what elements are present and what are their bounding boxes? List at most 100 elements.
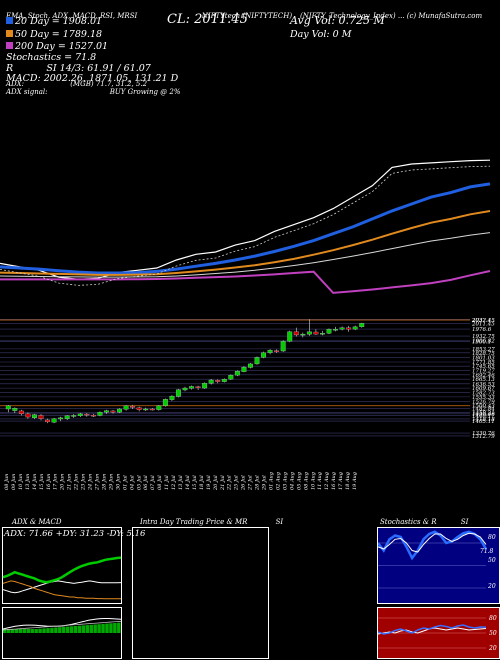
macd-histogram-bar [50, 627, 54, 633]
date-label: 04 Aug [289, 472, 295, 490]
macd-histogram-bar [54, 627, 58, 633]
candle-body [287, 331, 293, 342]
candle-body [195, 386, 201, 388]
adx-title: ADX: [6, 80, 25, 88]
date-label: 15 Jun [39, 474, 45, 490]
date-label: 01 Jul [122, 475, 128, 490]
stoch-scale-20: 20 [488, 583, 496, 590]
price-axis-label: 2037.1 [471, 318, 491, 323]
ema50-label: 50 Day = 1789.18 [6, 29, 102, 40]
date-label: 19 Aug [352, 472, 358, 490]
date-label: 27 Jul [248, 475, 254, 491]
ema50-text: 50 Day = 1789.18 [15, 29, 103, 40]
candle-body [90, 414, 96, 417]
ema200-label: 200 Day = 1527.01 [6, 41, 108, 52]
date-label: 11 Jul [164, 475, 170, 490]
date-label: 15 Jul [192, 475, 198, 490]
rsi-lines [378, 617, 487, 649]
candle-body [117, 408, 122, 413]
ema-line-chart [0, 159, 491, 294]
stoch-si: SI [460, 518, 469, 526]
date-label: 12 Jul [171, 475, 177, 490]
adx-lines [3, 556, 121, 600]
price-axis-label: 1458.21 [472, 411, 495, 417]
ema-series-close [0, 159, 491, 281]
macd-histogram-bar [113, 623, 117, 633]
top-ticker: NIFTYtech (NIFTYTECH) [201, 12, 293, 20]
rsi-line [378, 624, 487, 635]
date-label: 16 Aug [331, 472, 337, 490]
price-axis-label: 1932.75 [472, 334, 495, 340]
candle-body [274, 350, 280, 352]
date-label: 07 Jul [150, 475, 156, 490]
date-label: 17 Aug [338, 472, 344, 490]
macd-histogram-bar [69, 626, 74, 633]
candle-body [346, 327, 352, 330]
macd-histogram-bar [101, 623, 105, 633]
rsi-value: SI 14/3: 61.91 / 61.07 [46, 63, 151, 74]
date-label: 06 Jul [143, 475, 149, 490]
macd-histogram-bar [6, 629, 11, 633]
date-label: 30 Jun [115, 474, 121, 490]
date-label: 03 Aug [282, 472, 288, 490]
candle-body [169, 395, 175, 400]
candle-body [221, 379, 227, 382]
date-label: 10 Aug [310, 472, 316, 490]
candle-body [359, 323, 365, 328]
candle-body [12, 408, 18, 411]
macd-lines [3, 618, 121, 633]
candle-body [110, 410, 116, 413]
date-label: 08 Aug [303, 472, 309, 490]
candle-body [77, 413, 83, 416]
macd-histogram-bar [81, 625, 86, 633]
date-label: 01 Aug [269, 472, 275, 490]
candle-body [18, 410, 24, 414]
date-label: 18 Jul [199, 475, 205, 490]
candle-body [143, 408, 149, 411]
top-ticker-line: EMA, Stoch, ADX, MACD, RSI, MRSI NIFTYte… [6, 12, 292, 20]
date-label: 05 Aug [296, 472, 302, 490]
intraday-panel [132, 527, 269, 659]
macd-histogram-bar [109, 623, 113, 633]
rsi-scale-20: 20 [489, 645, 497, 652]
macd-histogram-bar [30, 629, 34, 633]
macd-histogram-bar [89, 624, 93, 633]
price-axis-label: 1906.82 [472, 338, 495, 344]
candle-body [228, 375, 234, 380]
macd-histogram-bar [93, 624, 97, 633]
adx-panel [2, 527, 122, 604]
date-label: 13 Jun [25, 474, 31, 490]
candle-body [215, 380, 221, 382]
candle-body [320, 333, 325, 335]
ema20-text: 20 Day = 1908.01 [15, 16, 103, 27]
adx-values-text: ADX: 71.66 +DY: 31.23 -DY: 5.16 [4, 529, 146, 539]
candle-body [32, 414, 37, 419]
price-axis-label: 1745.65 [472, 364, 495, 370]
macd-histogram-bar [97, 624, 101, 633]
price-axis-label: 1450.06 [472, 412, 495, 418]
date-label: 08 Jun [4, 474, 10, 490]
candle-body [267, 350, 273, 353]
candle-body [182, 387, 188, 391]
date-label: 22 Jun [74, 474, 80, 491]
ema20-label: 20 Day = 1908.01 [6, 16, 102, 27]
date-label: 27 Jun [95, 474, 101, 491]
price-axis-label: 1405.11 [472, 419, 495, 425]
price-axis-label: 1582.73 [472, 390, 495, 396]
stoch-label: Stochastics = 71.8 [6, 52, 97, 63]
candle-body [300, 333, 306, 336]
date-label: 16 Jun [46, 474, 52, 490]
macd-histogram-bar [65, 626, 70, 633]
candle-body [5, 405, 11, 410]
top-indicators: EMA, Stoch, ADX, MACD, RSI, MRSI [6, 12, 138, 20]
date-label: 19 Jul [206, 475, 212, 490]
adx-values: (MGB) 71.7, 31.2, 5.2 [70, 80, 148, 88]
stoch-value: 71.8 [480, 548, 494, 555]
candle-body [241, 366, 247, 372]
candle-body [45, 419, 50, 423]
date-label: 26 Jul [241, 475, 247, 491]
candle-body [136, 407, 142, 410]
price-axis-label: 1526.79 [472, 399, 495, 405]
ema-series-ema200 [0, 270, 491, 294]
price-axis-label: 1900.1 [472, 339, 491, 345]
